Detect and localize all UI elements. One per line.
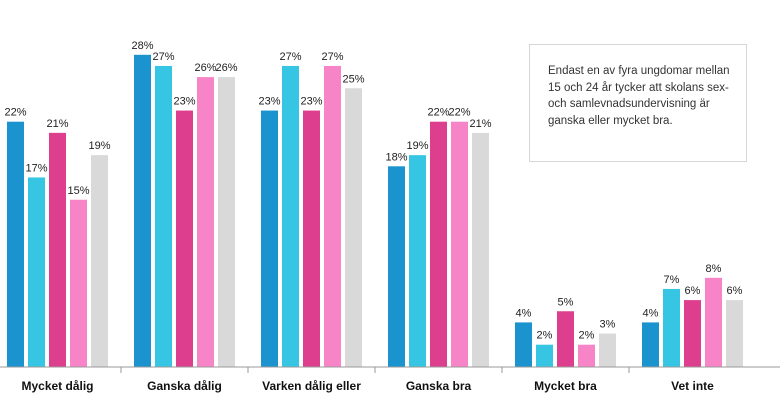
bar (430, 121, 447, 367)
bar (303, 110, 320, 368)
bar (7, 121, 24, 367)
bar (197, 77, 214, 367)
category-label: Ganska bra (406, 379, 472, 393)
bar (472, 132, 489, 367)
value-label: 6% (727, 285, 743, 297)
bar (705, 277, 722, 367)
value-label: 21% (46, 118, 68, 130)
value-label: 17% (25, 162, 47, 174)
value-label: 22% (427, 107, 449, 119)
value-label: 25% (342, 73, 364, 85)
bar (261, 110, 278, 368)
bar (409, 155, 426, 367)
value-label: 22% (4, 107, 26, 119)
bar (28, 177, 45, 367)
value-label: 5% (558, 296, 574, 308)
bar (155, 65, 172, 367)
value-label: 23% (300, 96, 322, 108)
value-label: 18% (385, 151, 407, 163)
value-label: 21% (469, 118, 491, 130)
bar (726, 300, 743, 367)
bar (684, 300, 701, 367)
value-label: 26% (194, 62, 216, 74)
bars-layer (7, 54, 743, 368)
annotation-box: Endast en av fyra ungdomar mellan 15 och… (529, 44, 747, 162)
value-label: 2% (537, 330, 553, 342)
value-labels-layer: 22%17%21%15%19%28%27%23%26%26%23%27%23%2… (4, 40, 742, 342)
value-label: 27% (321, 51, 343, 63)
value-label: 28% (131, 40, 153, 52)
bar (515, 322, 532, 367)
value-label: 22% (448, 107, 470, 119)
bar (599, 333, 616, 367)
category-label: Mycket bra (534, 379, 597, 393)
bar (70, 199, 87, 367)
x-axis-ticks (120, 367, 630, 373)
category-label: Varken dålig eller (262, 379, 361, 393)
category-labels-layer: Mycket dålig Ganska dålig Varken dålig ell… (21, 379, 714, 393)
bar (324, 65, 341, 367)
value-label: 26% (215, 62, 237, 74)
value-label: 15% (67, 185, 89, 197)
value-label: 27% (279, 51, 301, 63)
bar (557, 311, 574, 367)
category-label: Mycket dålig (21, 379, 93, 393)
value-label: 8% (706, 263, 722, 275)
bar (345, 88, 362, 367)
category-label: Ganska dålig (147, 379, 222, 393)
value-label: 2% (579, 330, 595, 342)
value-label: 23% (173, 96, 195, 108)
bar (176, 110, 193, 368)
category-label: Vet inte (671, 379, 714, 393)
bar (663, 288, 680, 367)
value-label: 4% (516, 307, 532, 319)
value-label: 3% (600, 319, 616, 331)
value-label: 6% (685, 285, 701, 297)
bar (91, 155, 108, 367)
bar (282, 65, 299, 367)
bar (218, 77, 235, 367)
value-label: 4% (643, 307, 659, 319)
value-label: 7% (664, 274, 680, 286)
bar (578, 344, 595, 367)
bar (536, 344, 553, 367)
value-label: 19% (406, 140, 428, 152)
bar (134, 54, 151, 368)
bar (451, 121, 468, 367)
bar (388, 166, 405, 367)
bar (49, 132, 66, 367)
value-label: 23% (258, 96, 280, 108)
value-label: 27% (152, 51, 174, 63)
bar (642, 322, 659, 367)
value-label: 19% (88, 140, 110, 152)
